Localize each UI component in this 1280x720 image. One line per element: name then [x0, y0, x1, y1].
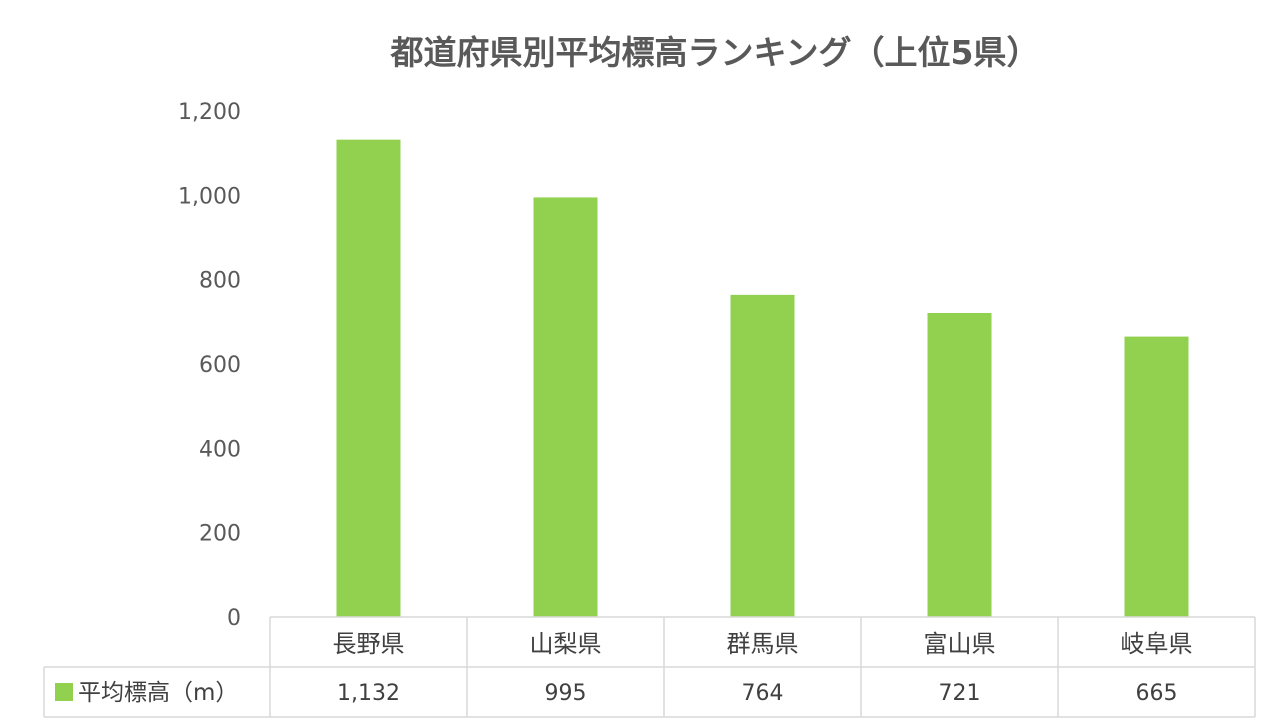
category-label: 岐阜県 — [1121, 630, 1193, 658]
y-axis: 0 200 400 600 800 1,000 1,200 — [178, 100, 241, 631]
category-label: 長野県 — [333, 630, 405, 658]
y-tick-label: 1,200 — [178, 100, 241, 125]
bar — [1124, 336, 1189, 617]
data-value-label: 665 — [1136, 681, 1178, 706]
data-table: 長野県 山梨県 群馬県 富山県 岐阜県 1,132 995 764 721 665 平均標高（m） — [43, 616, 1256, 718]
category-label: 山梨県 — [530, 630, 602, 658]
category-label: 群馬県 — [727, 630, 799, 658]
data-value-label: 721 — [939, 681, 981, 706]
y-tick-label: 0 — [227, 606, 241, 631]
y-tick-label: 1,000 — [178, 184, 241, 209]
data-value-label: 764 — [742, 681, 784, 706]
data-value-label: 1,132 — [337, 681, 400, 706]
bar — [730, 294, 795, 617]
bar — [927, 312, 992, 617]
y-tick-label: 400 — [199, 437, 241, 462]
bar — [336, 139, 401, 617]
legend-swatch — [55, 683, 73, 701]
chart-title: 都道府県別平均標高ランキング（上位5県） — [390, 33, 1040, 72]
bars — [336, 139, 1189, 618]
y-tick-label: 200 — [199, 522, 241, 547]
data-value-label: 995 — [545, 681, 587, 706]
y-tick-label: 600 — [199, 353, 241, 378]
legend-label: 平均標高（m） — [78, 680, 238, 706]
bar — [533, 197, 598, 618]
y-tick-label: 800 — [199, 269, 241, 294]
category-label: 富山県 — [924, 630, 996, 658]
